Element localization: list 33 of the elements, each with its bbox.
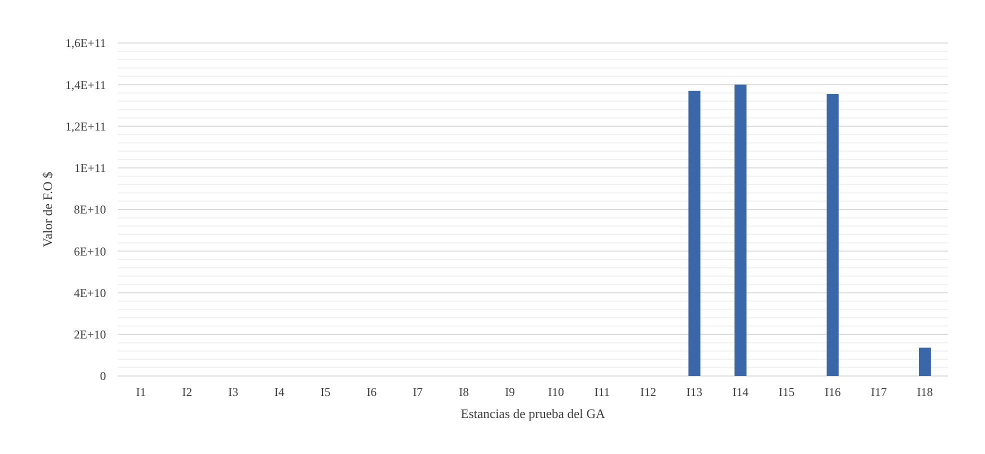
x-tick-label: I5 [320, 385, 330, 399]
x-tick-label: I1 [136, 385, 146, 399]
x-tick-label: I10 [548, 385, 564, 399]
bar [734, 84, 746, 376]
y-tick-label: 1,6E+11 [65, 36, 106, 50]
x-tick-label: I15 [778, 385, 795, 399]
x-tick-label: I9 [504, 385, 515, 399]
y-axis-title: Valor de F.O $ [40, 171, 55, 248]
x-tick-label: I6 [366, 385, 377, 399]
y-tick-label: 6E+10 [74, 244, 106, 258]
x-tick-label: I4 [274, 385, 284, 399]
x-tick-label: I16 [824, 385, 841, 399]
y-tick-label: 2E+10 [74, 328, 106, 342]
x-tick-label: I17 [870, 385, 887, 399]
x-tick-label: I12 [640, 385, 656, 399]
x-tick-label: I18 [916, 385, 933, 399]
x-tick-label: I13 [686, 385, 702, 399]
bar [918, 348, 931, 376]
x-tick-label: I2 [182, 385, 192, 399]
y-tick-label: 0 [100, 369, 106, 384]
x-tick-label: I14 [732, 385, 748, 399]
x-tick-label: I3 [228, 385, 238, 399]
y-tick-label: 4E+10 [74, 286, 106, 300]
x-tick-label: I11 [594, 385, 610, 399]
y-tick-label: 8E+10 [74, 202, 106, 217]
y-tick-label: 1E+11 [74, 161, 106, 176]
y-tick-label: 1,4E+11 [65, 78, 106, 92]
x-tick-label: I7 [412, 385, 423, 399]
x-axis-title: Estancias de prueba del GA [460, 406, 606, 421]
bar [826, 94, 839, 376]
x-tick-label: I8 [458, 385, 469, 399]
bar [688, 90, 700, 376]
y-tick-label: 1,2E+11 [65, 119, 106, 134]
